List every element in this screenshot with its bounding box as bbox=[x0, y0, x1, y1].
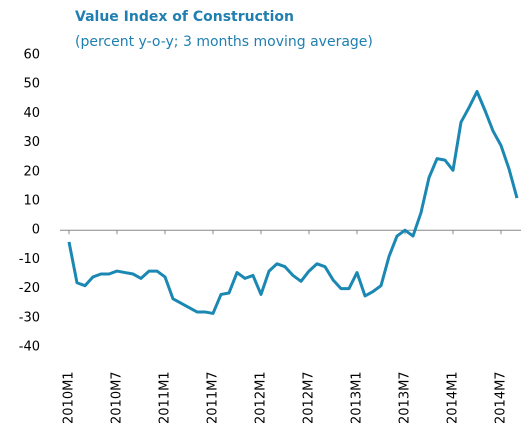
x-tick-label: 2010M1 bbox=[62, 371, 77, 424]
x-tick-label: 2013M7 bbox=[398, 371, 413, 424]
y-tick-label: 10 bbox=[23, 194, 40, 209]
x-tick-label: 2011M1 bbox=[158, 371, 173, 424]
y-tick-label: 30 bbox=[23, 135, 40, 150]
x-tick-label: 2014M1 bbox=[446, 371, 461, 424]
y-tick-label: -10 bbox=[19, 252, 40, 267]
chart-subtitle: (percent y-o-y; 3 months moving average) bbox=[75, 34, 373, 50]
y-tick-label: 40 bbox=[23, 106, 40, 121]
y-tick-label: -40 bbox=[19, 340, 40, 355]
y-tick-label: 0 bbox=[32, 223, 40, 238]
x-tick-label: 2011M7 bbox=[206, 371, 221, 424]
y-tick-label: 50 bbox=[23, 77, 40, 92]
y-tick-label: -30 bbox=[19, 310, 40, 325]
y-tick-label: 20 bbox=[23, 164, 40, 179]
x-tick-label: 2012M7 bbox=[302, 371, 317, 424]
y-tick-label: -20 bbox=[19, 281, 40, 296]
line-series bbox=[67, 90, 519, 315]
x-tick-label: 2012M1 bbox=[254, 371, 269, 424]
y-tick-label: 60 bbox=[23, 48, 40, 63]
x-tick-label: 2013M1 bbox=[350, 371, 365, 424]
x-tick-label: 2014M7 bbox=[494, 371, 509, 424]
chart-title: Value Index of Construction bbox=[75, 9, 294, 25]
x-tick-label: 2010M7 bbox=[110, 371, 125, 424]
